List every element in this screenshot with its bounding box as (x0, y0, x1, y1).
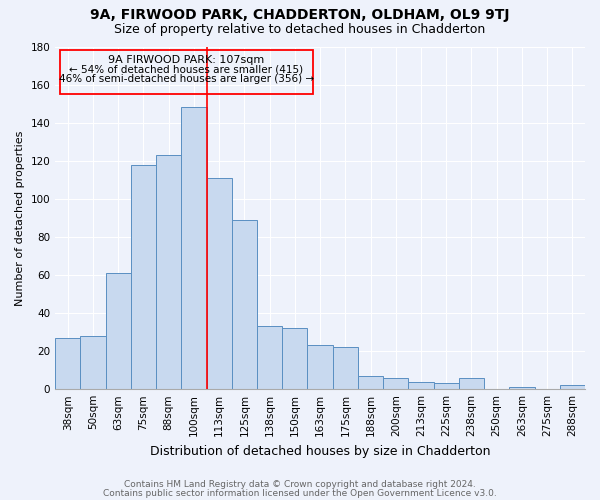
Bar (257, 326, 282, 389)
Bar (106, 273, 131, 389)
Text: 46% of semi-detached houses are larger (356) →: 46% of semi-detached houses are larger (… (59, 74, 314, 84)
Text: Contains HM Land Registry data © Crown copyright and database right 2024.: Contains HM Land Registry data © Crown c… (124, 480, 476, 489)
Bar (509, 388, 535, 389)
Bar (332, 348, 358, 389)
Text: Size of property relative to detached houses in Chadderton: Size of property relative to detached ho… (115, 22, 485, 36)
Bar (232, 220, 257, 389)
Bar (358, 376, 383, 389)
Bar (181, 108, 206, 389)
Text: 9A, FIRWOOD PARK, CHADDERTON, OLDHAM, OL9 9TJ: 9A, FIRWOOD PARK, CHADDERTON, OLDHAM, OL… (90, 8, 510, 22)
Bar (60, 50, 313, 94)
X-axis label: Distribution of detached houses by size in Chadderton: Distribution of detached houses by size … (150, 444, 490, 458)
Text: 9A FIRWOOD PARK: 107sqm: 9A FIRWOOD PARK: 107sqm (108, 55, 265, 65)
Text: Contains public sector information licensed under the Open Government Licence v3: Contains public sector information licen… (103, 488, 497, 498)
Bar (434, 384, 459, 389)
Bar (156, 155, 181, 389)
Bar (459, 378, 484, 389)
Bar (282, 328, 307, 389)
Bar (307, 346, 332, 389)
Y-axis label: Number of detached properties: Number of detached properties (15, 130, 25, 306)
Bar (206, 178, 232, 389)
Bar (383, 378, 409, 389)
Bar (409, 382, 434, 389)
Bar (131, 164, 156, 389)
Text: ← 54% of detached houses are smaller (415): ← 54% of detached houses are smaller (41… (70, 64, 304, 74)
Bar (80, 336, 106, 389)
Bar (560, 386, 585, 389)
Bar (55, 338, 80, 389)
